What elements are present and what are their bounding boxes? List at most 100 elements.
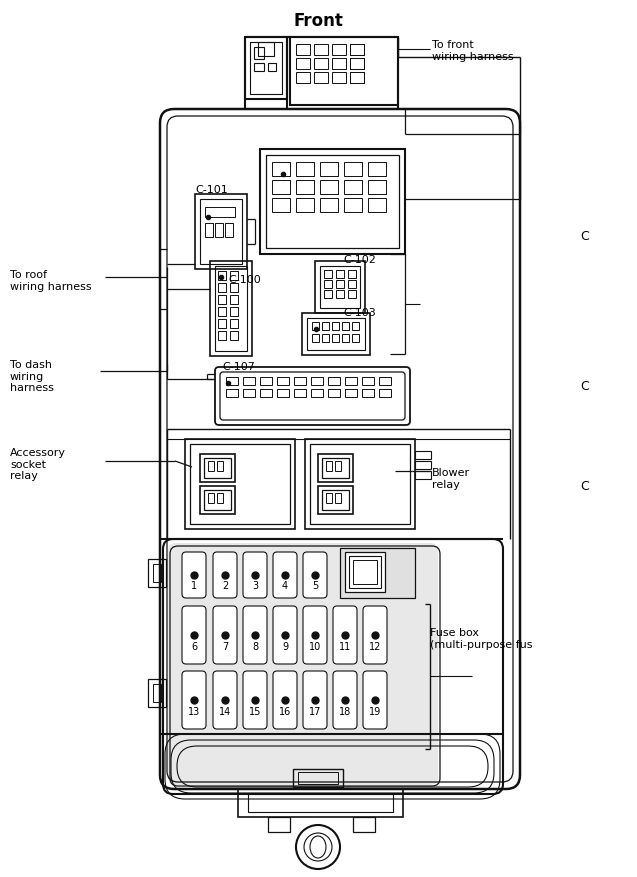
Bar [335, 494, 341, 503]
Text: 15: 15 [249, 706, 261, 717]
Bar [254, 64, 264, 72]
Bar [272, 199, 290, 213]
Bar [204, 459, 231, 479]
Bar [230, 319, 238, 329]
Bar [344, 181, 362, 195]
Bar [272, 163, 290, 177]
Text: Fuse box
(multi-purpose fus: Fuse box (multi-purpose fus [430, 627, 533, 649]
Bar [342, 335, 349, 343]
Bar [350, 59, 364, 70]
Bar [185, 439, 295, 530]
Bar [243, 378, 255, 386]
FancyBboxPatch shape [363, 606, 387, 664]
Bar [305, 439, 415, 530]
Bar [277, 389, 289, 397]
Bar [190, 445, 290, 524]
Bar [328, 389, 340, 397]
Bar [348, 281, 356, 289]
Bar [294, 378, 306, 386]
Bar [350, 73, 364, 84]
FancyBboxPatch shape [213, 553, 237, 598]
Bar [243, 389, 255, 397]
Bar [210, 261, 252, 357]
Bar [294, 389, 306, 397]
Bar [379, 389, 391, 397]
Bar [208, 461, 214, 472]
FancyBboxPatch shape [213, 606, 237, 664]
Bar [332, 73, 346, 84]
Text: C: C [580, 380, 589, 393]
FancyBboxPatch shape [243, 606, 267, 664]
Bar [326, 461, 332, 472]
Bar [336, 281, 344, 289]
Bar [230, 296, 238, 304]
Text: 8: 8 [252, 641, 258, 652]
Bar [320, 163, 338, 177]
Bar [153, 565, 161, 582]
Bar [332, 323, 339, 331]
Bar [340, 548, 415, 598]
Bar [260, 389, 272, 397]
Bar [353, 560, 377, 584]
Text: 4: 4 [282, 581, 288, 590]
Text: 1: 1 [191, 581, 197, 590]
FancyBboxPatch shape [168, 544, 438, 785]
Bar [324, 290, 332, 299]
Bar [290, 38, 398, 106]
FancyBboxPatch shape [363, 671, 387, 729]
Bar [348, 271, 356, 279]
Bar [326, 494, 332, 503]
FancyBboxPatch shape [273, 553, 297, 598]
Text: Blower
relay: Blower relay [432, 467, 470, 489]
Bar [230, 283, 238, 293]
FancyBboxPatch shape [273, 671, 297, 729]
Bar [254, 48, 264, 60]
Bar [315, 261, 365, 314]
Bar [148, 679, 166, 707]
Bar [324, 281, 332, 289]
Bar [208, 494, 214, 503]
Text: 7: 7 [222, 641, 228, 652]
Bar [344, 163, 362, 177]
Bar [307, 318, 365, 351]
Bar [350, 45, 364, 56]
Bar [324, 271, 332, 279]
Bar [336, 290, 344, 299]
Text: To dash
wiring
harness: To dash wiring harness [10, 360, 54, 393]
Bar [296, 181, 314, 195]
Bar [332, 45, 346, 56]
FancyBboxPatch shape [182, 606, 206, 664]
Text: 13: 13 [188, 706, 200, 717]
Bar [153, 684, 161, 702]
Text: C-100: C-100 [228, 275, 261, 285]
Bar [260, 378, 272, 386]
Bar [350, 59, 364, 70]
Bar [345, 389, 357, 397]
Bar [328, 378, 340, 386]
Bar [352, 335, 359, 343]
Bar [302, 314, 370, 355]
Bar [215, 224, 223, 238]
Bar [348, 290, 356, 299]
FancyBboxPatch shape [243, 553, 267, 598]
Bar [350, 45, 364, 56]
Bar [314, 45, 328, 56]
Bar [353, 817, 375, 832]
Bar [344, 199, 362, 213]
Bar [248, 794, 393, 812]
Bar [218, 308, 226, 317]
Text: C: C [580, 480, 589, 493]
Bar [215, 267, 247, 352]
Text: C-102: C-102 [343, 254, 376, 265]
Bar [310, 445, 410, 524]
Bar [205, 224, 213, 238]
FancyBboxPatch shape [273, 606, 297, 664]
Bar [277, 378, 289, 386]
Bar [311, 378, 323, 386]
Bar [336, 271, 344, 279]
Bar [312, 323, 319, 331]
Bar [230, 308, 238, 317]
Text: 16: 16 [279, 706, 291, 717]
Text: C-103: C-103 [343, 308, 376, 317]
Bar [320, 267, 360, 309]
